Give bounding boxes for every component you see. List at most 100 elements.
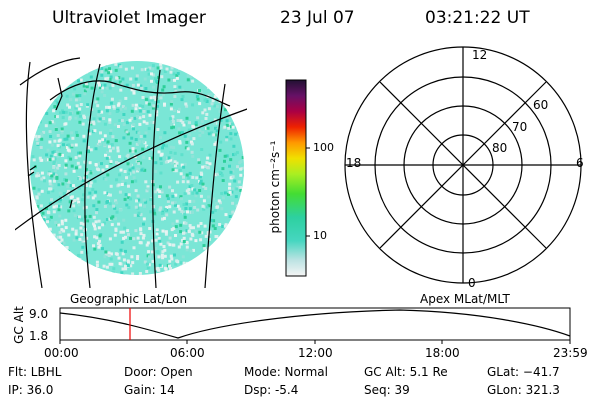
speckle xyxy=(185,189,189,193)
speckle xyxy=(72,238,76,242)
speckle xyxy=(100,73,104,77)
speckle xyxy=(231,175,235,179)
speckle xyxy=(81,179,85,183)
speckle xyxy=(215,157,219,161)
speckle xyxy=(160,211,164,215)
speckle xyxy=(204,234,208,238)
speckle xyxy=(88,268,92,271)
speckle xyxy=(204,117,208,120)
speckle xyxy=(117,222,121,226)
speckle xyxy=(109,257,113,261)
speckle xyxy=(67,189,70,193)
speckle xyxy=(109,184,113,188)
speckle xyxy=(146,266,150,270)
speckle xyxy=(53,153,57,156)
speckle xyxy=(41,227,45,231)
speckle xyxy=(123,226,127,230)
speckle xyxy=(159,62,163,66)
speckle xyxy=(241,80,244,84)
speckle xyxy=(73,76,77,80)
speckle xyxy=(207,77,211,81)
speckle xyxy=(185,202,188,206)
speckle xyxy=(39,204,43,208)
speckle xyxy=(84,205,88,209)
speckle xyxy=(160,190,164,194)
speckle xyxy=(173,109,176,112)
speckle xyxy=(117,162,120,166)
speckle xyxy=(199,171,203,175)
speckle xyxy=(70,131,74,135)
speckle xyxy=(79,78,83,82)
speckle xyxy=(214,126,217,130)
speckle xyxy=(71,64,75,68)
speckle xyxy=(42,75,46,79)
speckle xyxy=(172,125,175,129)
speckle xyxy=(49,215,53,219)
speckle xyxy=(116,149,120,153)
speckle xyxy=(102,177,106,181)
speckle xyxy=(141,236,145,240)
speckle xyxy=(48,182,52,186)
speckle xyxy=(148,66,152,70)
speckle xyxy=(92,204,96,208)
speckle xyxy=(239,230,242,234)
speckle xyxy=(58,71,62,75)
speckle xyxy=(224,213,228,217)
speckle xyxy=(183,192,187,196)
speckle xyxy=(50,269,54,273)
speckle xyxy=(172,146,176,150)
speckle xyxy=(141,104,145,108)
speckle xyxy=(40,132,44,136)
speckle xyxy=(199,222,203,225)
speckle xyxy=(175,76,179,80)
speckle xyxy=(162,143,166,147)
speckle xyxy=(187,128,191,132)
speckle xyxy=(97,168,101,172)
speckle xyxy=(106,271,110,275)
speckle xyxy=(185,245,189,249)
speckle xyxy=(136,206,140,210)
speckle xyxy=(140,86,144,90)
speckle xyxy=(143,134,147,138)
speckle xyxy=(169,107,173,111)
speckle xyxy=(170,157,174,161)
speckle xyxy=(198,70,202,74)
speckle xyxy=(50,198,53,202)
speckle xyxy=(77,177,81,180)
speckle xyxy=(159,136,162,140)
speckle xyxy=(124,67,128,71)
speckle xyxy=(239,160,243,163)
speckle xyxy=(103,122,107,126)
speckle xyxy=(47,101,51,105)
speckle xyxy=(219,242,223,246)
speckle xyxy=(171,168,175,172)
speckle xyxy=(177,245,181,249)
speckle xyxy=(191,210,194,214)
speckle xyxy=(121,77,125,81)
speckle xyxy=(205,205,209,209)
speckle xyxy=(138,140,142,143)
speckle xyxy=(240,199,244,203)
speckle xyxy=(174,203,177,207)
speckle xyxy=(132,176,136,180)
speckle xyxy=(161,217,164,221)
speckle xyxy=(221,196,225,200)
info-door: Door: Open xyxy=(124,365,193,379)
speckle xyxy=(60,219,64,223)
speckle xyxy=(105,86,109,90)
speckle xyxy=(55,253,59,257)
speckle xyxy=(176,65,180,69)
speckle xyxy=(185,173,189,177)
speckle xyxy=(193,206,197,209)
speckle xyxy=(137,198,141,202)
speckle xyxy=(241,118,244,122)
speckle xyxy=(189,226,193,230)
speckle xyxy=(223,65,227,69)
speckle xyxy=(45,244,49,248)
speckle xyxy=(144,200,148,204)
speckle xyxy=(100,90,104,94)
speckle xyxy=(164,160,168,164)
speckle xyxy=(112,204,116,208)
speckle xyxy=(179,271,182,275)
speckle xyxy=(160,253,164,257)
